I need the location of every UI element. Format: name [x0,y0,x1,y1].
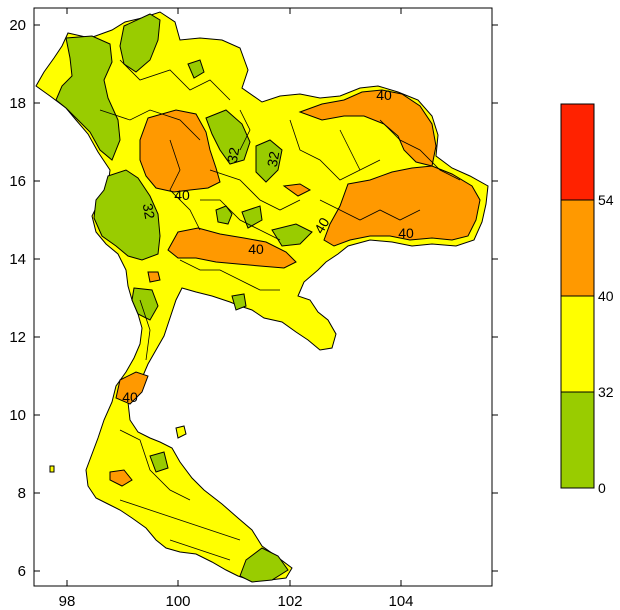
x-tick-label: 98 [59,593,76,610]
green-zone-central [205,109,251,165]
y-tick-label: 10 [9,407,26,424]
y-tick-label: 14 [9,251,26,268]
y-tick-label: 18 [9,95,26,112]
contour-labels: 40 32 40 32 40 40 40 40 32 [122,87,414,405]
green-zone-northwest [55,35,121,161]
orange-zone-north-central [139,109,221,193]
green-zone-east-central [271,223,313,247]
boundary-line [99,109,201,141]
y-tick-label: 6 [18,563,26,580]
boundary-line [169,139,201,231]
land-island [49,465,55,473]
boundary-line [379,119,461,181]
green-zone-small [187,59,205,79]
green-zone-south [239,547,289,583]
orange-zone-central-south [167,227,297,269]
contour-label: 40 [174,187,190,203]
legend-label: 0 [598,480,606,496]
contour-label: 40 [248,241,264,257]
contour-label: 40 [311,215,333,237]
boundary-line [119,429,191,501]
orange-zone-small [109,469,133,487]
contour-label: 32 [264,150,282,168]
y-tick-label: 16 [9,173,26,190]
province-boundaries [99,59,461,561]
orange-zones [109,89,481,487]
orange-zone-east [323,165,481,247]
legend-bin-orange [560,199,595,297]
orange-zone-peninsula [115,371,149,405]
y-tick-label: 8 [18,485,26,502]
green-zone-central2 [255,139,283,183]
boundary-line [179,259,280,291]
boundary-line [119,59,231,101]
legend-label: 54 [598,192,614,208]
y-tick-label: 12 [9,329,26,346]
green-zones [55,13,313,583]
legend-bin-yellow [560,295,595,393]
x-tick-label: 104 [388,593,413,610]
x-tick-label: 100 [165,593,190,610]
y-tick-labels: 20 18 16 14 12 10 8 6 [9,17,26,580]
boundary-line [200,199,281,241]
boundary-line [119,499,241,541]
contour-label: 32 [224,146,242,164]
legend-bin-red [560,103,595,201]
axis-ticks [34,8,498,586]
green-zone-small [231,293,247,311]
y-tick-label: 20 [9,17,26,34]
boundary-line [169,539,231,561]
orange-zone-small [282,183,312,197]
contour-label: 40 [376,87,392,103]
boundary-line [339,129,361,171]
green-zone-north [119,13,161,73]
x-tick-label: 102 [277,593,302,610]
color-legend: 54 40 32 0 [560,103,614,496]
boundary-line [139,299,151,361]
boundary-line [319,199,421,221]
green-zone-west [93,169,161,261]
x-tick-labels: 98 100 102 104 [59,593,414,610]
legend-label: 40 [598,288,614,304]
orange-zone-northeast [298,89,437,167]
green-zone-peninsula [131,287,159,321]
boundary-line [289,119,381,181]
legend-label: 32 [598,384,614,400]
contour-label: 32 [140,202,158,220]
orange-zone-small [147,271,161,283]
legend-bin-green [560,391,595,489]
green-zone-small [215,205,233,225]
land-island [175,425,187,439]
boundary-line [239,109,251,151]
contour-label: 40 [122,389,138,405]
contour-label: 40 [398,225,414,241]
boundary-line [209,169,301,211]
green-zone-small [149,451,169,473]
